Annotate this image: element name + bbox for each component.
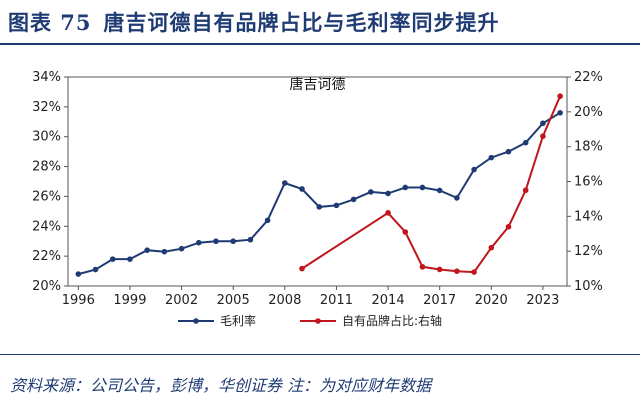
x-tick-label: 2011	[320, 293, 353, 308]
x-tick-label: 2008	[268, 293, 301, 308]
y-left-tick-label: 32%	[32, 100, 61, 115]
series-1-point	[522, 139, 529, 146]
x-tick-label: 1996	[62, 293, 95, 308]
series-1-point	[282, 180, 288, 186]
series-1-point	[350, 196, 357, 203]
y-right-tick-label: 14%	[574, 209, 603, 224]
y-left-tick-label: 26%	[32, 189, 61, 204]
series-2-point	[488, 244, 495, 251]
series-2-point	[505, 223, 512, 230]
plot-frame	[67, 76, 568, 287]
series-1-point	[385, 190, 391, 197]
source-note: 资料来源：公司公告，彭博，华创证券 注：为对应财年数据	[10, 376, 432, 395]
series-1-point	[436, 187, 443, 194]
y-left-tick-label: 22%	[32, 249, 61, 264]
series-2-point	[522, 187, 529, 194]
series-2-point	[385, 210, 391, 216]
series-1-point	[195, 239, 202, 246]
figure-title: 图表 75 唐吉诃德自有品牌占比与毛利率同步提升	[8, 6, 632, 40]
y-left-tick-label: 30%	[32, 130, 61, 145]
y-left-tick-label: 24%	[32, 219, 61, 234]
y-right-tick-label: 18%	[574, 140, 603, 155]
series-2-point	[402, 229, 409, 235]
x-tick-label: 2020	[475, 293, 508, 308]
series-1-point	[230, 238, 236, 245]
legend-marker-2	[315, 318, 321, 324]
series-1-point	[299, 186, 305, 192]
series-1-point	[505, 148, 512, 155]
series-2-point	[454, 268, 460, 274]
series-2-point	[557, 93, 563, 99]
series-2-point	[299, 265, 305, 272]
y-left-tick-label: 20%	[32, 279, 61, 294]
x-tick-label: 2017	[423, 293, 456, 308]
x-tick-label: 2014	[372, 293, 405, 308]
y-right-tick-label: 12%	[574, 244, 603, 259]
series-1-point	[144, 247, 150, 253]
series-1-point	[419, 184, 426, 191]
y-right-tick-label: 10%	[574, 279, 603, 294]
series-1-point	[213, 238, 219, 245]
figure-label: 图表 75	[8, 10, 92, 35]
y-right-tick-label: 22%	[574, 70, 603, 85]
top-rule	[0, 43, 640, 45]
chart-title: 唐吉诃德	[290, 76, 346, 93]
series-line-1	[78, 111, 561, 276]
series-1-point	[161, 248, 168, 255]
series-1-point	[540, 120, 546, 127]
x-tick-label: 2023	[526, 293, 559, 308]
series-1-point	[488, 154, 495, 161]
series-2-point	[471, 269, 477, 275]
x-tick-label: 1999	[113, 293, 146, 308]
series-1-point	[402, 184, 409, 191]
y-right-tick-label: 20%	[574, 105, 603, 120]
series-2-point	[436, 266, 443, 273]
chart: 唐吉诃德 20% 22% 24% 26% 28% 30% 32% 34% 10% 12% 14% 16%…	[32, 70, 603, 328]
figure-title-text: 唐吉诃德自有品牌占比与毛利率同步提升	[103, 10, 500, 35]
bottom-rule	[0, 354, 640, 355]
series-1-point	[178, 245, 185, 252]
y-left-tick-label: 34%	[32, 70, 61, 85]
series-2-point	[540, 133, 546, 140]
series-line-2	[301, 95, 562, 274]
series-2-point	[419, 264, 426, 270]
x-tick-label: 2002	[165, 293, 198, 308]
series-1-point	[75, 271, 82, 277]
legend-label-1: 毛利率	[220, 313, 256, 328]
series-1-point	[92, 266, 99, 273]
series-1-point	[127, 256, 133, 262]
series-1-point	[247, 236, 254, 243]
series-1-point	[316, 204, 323, 210]
series-1-point	[454, 195, 460, 201]
series-1-point	[471, 166, 477, 173]
series-1-point	[368, 189, 374, 195]
legend-marker-1	[193, 318, 199, 324]
y-right-tick-label: 16%	[574, 175, 603, 190]
series-1-point	[109, 256, 116, 262]
series-1-point	[333, 202, 340, 209]
legend-label-2: 自有品牌占比:右轴	[342, 313, 442, 328]
x-tick-label: 2005	[217, 293, 250, 308]
y-left-tick-label: 28%	[32, 160, 61, 175]
series-1-point	[557, 110, 563, 116]
series-1-point	[264, 217, 271, 224]
